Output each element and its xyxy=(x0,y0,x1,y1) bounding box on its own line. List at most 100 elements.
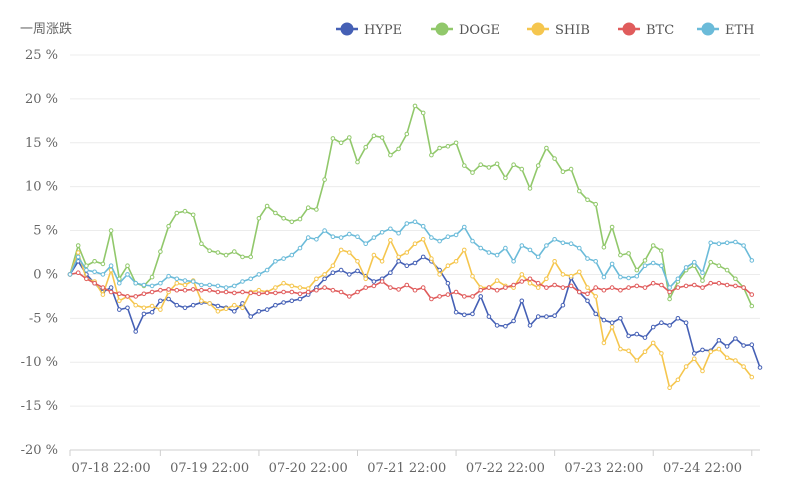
data-point xyxy=(650,280,656,286)
data-point xyxy=(371,252,377,258)
data-point xyxy=(519,166,525,172)
data-point xyxy=(355,259,360,264)
data-point xyxy=(248,276,253,282)
data-point xyxy=(618,316,623,321)
data-point xyxy=(593,294,599,299)
data-point xyxy=(215,250,221,255)
data-point xyxy=(396,254,401,260)
data-point xyxy=(642,335,648,340)
series-line xyxy=(69,104,753,307)
data-point xyxy=(355,289,360,295)
data-point xyxy=(577,289,582,295)
data-point xyxy=(634,283,640,289)
data-point xyxy=(412,260,418,266)
data-point xyxy=(618,252,623,258)
data-point xyxy=(650,243,656,248)
data-point xyxy=(388,270,393,276)
data-point xyxy=(281,216,286,221)
legend-item-eth[interactable]: ETH xyxy=(697,22,755,38)
data-point xyxy=(248,254,253,260)
data-point xyxy=(125,272,130,277)
data-point xyxy=(733,276,738,282)
data-point xyxy=(297,291,303,297)
data-point xyxy=(642,263,648,269)
data-point xyxy=(404,221,410,226)
legend[interactable]: HYPE DOGE SHIB BTC ETH xyxy=(336,22,755,38)
data-point xyxy=(232,309,237,314)
data-point xyxy=(108,285,114,290)
data-point xyxy=(724,267,730,273)
data-point xyxy=(708,349,714,355)
data-point xyxy=(642,258,648,263)
data-point xyxy=(158,280,163,286)
data-point xyxy=(741,243,746,248)
data-point xyxy=(420,285,426,290)
data-point xyxy=(273,259,278,264)
data-point xyxy=(289,252,295,258)
data-point xyxy=(609,320,615,326)
data-point xyxy=(462,247,467,253)
data-point xyxy=(215,309,221,314)
data-point xyxy=(232,290,237,296)
legend-item-doge[interactable]: DOGE xyxy=(431,22,500,38)
data-point xyxy=(256,216,262,221)
data-point xyxy=(445,144,451,149)
data-point xyxy=(733,239,738,245)
data-point xyxy=(601,340,607,346)
legend-item-shib[interactable]: SHIB xyxy=(527,22,590,38)
data-point xyxy=(585,285,590,290)
data-point xyxy=(174,287,180,293)
data-point xyxy=(601,274,607,280)
data-point xyxy=(609,324,615,330)
data-point xyxy=(453,140,459,146)
data-point xyxy=(182,278,188,283)
data-point xyxy=(601,244,607,250)
data-point xyxy=(289,289,295,295)
data-point xyxy=(757,365,763,370)
data-point xyxy=(470,170,475,175)
data-point xyxy=(240,305,245,311)
data-point xyxy=(552,282,557,288)
data-point xyxy=(593,285,599,290)
data-point xyxy=(478,245,484,251)
legend-item-btc[interactable]: BTC xyxy=(618,22,674,38)
series-doge xyxy=(67,103,755,309)
data-point xyxy=(618,346,623,352)
data-point xyxy=(535,285,541,290)
data-point xyxy=(453,259,459,264)
series-line xyxy=(69,255,761,368)
data-point xyxy=(141,282,147,288)
data-point xyxy=(519,279,525,284)
data-point xyxy=(281,256,286,261)
data-point xyxy=(445,280,451,286)
data-point xyxy=(379,259,385,264)
data-point xyxy=(305,235,311,240)
data-point xyxy=(420,254,426,260)
data-point xyxy=(618,274,623,280)
data-point xyxy=(700,278,705,283)
data-point xyxy=(273,285,278,290)
data-point xyxy=(338,140,344,146)
data-point xyxy=(511,282,516,288)
data-point xyxy=(84,276,89,282)
x-tick-label: 07-23 22:00 xyxy=(564,461,643,476)
data-point xyxy=(363,144,369,150)
data-point xyxy=(692,356,697,362)
data-point xyxy=(314,276,319,282)
legend-marker xyxy=(701,22,715,36)
data-point xyxy=(659,351,664,356)
data-point xyxy=(642,285,648,290)
data-point xyxy=(478,162,484,167)
data-point xyxy=(404,263,410,269)
legend-item-hype[interactable]: HYPE xyxy=(336,22,402,38)
data-point xyxy=(240,289,245,295)
data-point xyxy=(133,329,138,334)
data-point xyxy=(149,303,155,309)
data-point xyxy=(609,224,615,230)
x-axis: 07-18 22:00 07-19 22:00 07-20 22:00 07-21 2… xyxy=(69,450,753,476)
data-point xyxy=(174,210,180,216)
legend-label: BTC xyxy=(646,23,674,38)
data-point xyxy=(264,290,270,296)
legend-marker xyxy=(622,22,636,36)
data-point xyxy=(453,289,459,295)
